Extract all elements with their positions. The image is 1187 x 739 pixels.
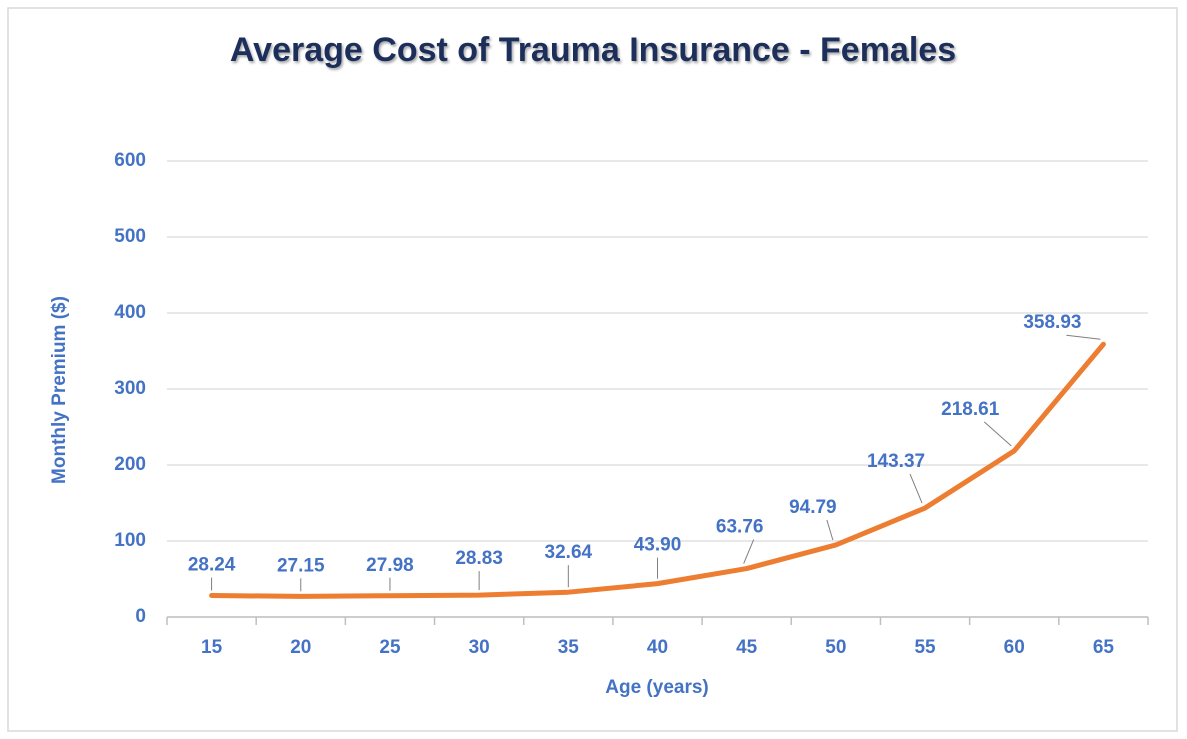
data-label: 28.24	[188, 555, 236, 576]
chart-title: Average Cost of Trauma Insurance - Femal…	[230, 31, 956, 69]
y-tick-label: 200	[114, 454, 146, 475]
leader-line	[909, 473, 923, 504]
x-axis-title: Age (years)	[605, 677, 709, 698]
y-tick-label: 300	[114, 378, 146, 399]
x-tick-label: 65	[1093, 637, 1115, 658]
x-tick-label: 50	[825, 637, 846, 658]
data-label: 28.83	[455, 548, 503, 569]
data-label: 218.61	[941, 399, 1000, 420]
line-series	[209, 341, 1106, 599]
y-tick-label: 600	[114, 150, 146, 171]
x-tick-label: 40	[647, 637, 668, 658]
y-tick-label: 100	[114, 530, 146, 551]
x-tick-label: 45	[736, 637, 758, 658]
leader-line	[743, 539, 755, 564]
leader-line	[1066, 334, 1101, 340]
x-tick-label: 30	[469, 637, 490, 658]
x-tick-label: 15	[201, 637, 223, 658]
data-label: 32.64	[545, 542, 593, 563]
y-tick-label: 400	[114, 302, 146, 323]
leader-line	[983, 421, 1012, 447]
data-label: 43.90	[634, 535, 682, 556]
x-tick-label: 25	[379, 637, 401, 658]
x-tick-label: 35	[558, 637, 580, 658]
x-tick-label: 60	[1004, 637, 1025, 658]
data-label: 143.37	[867, 451, 925, 472]
data-label: 27.98	[366, 555, 414, 576]
y-axis-title: Monthly Premium ($)	[49, 296, 70, 484]
y-tick-label: 500	[114, 226, 146, 247]
x-tick-label: 55	[914, 637, 936, 658]
data-label: 63.76	[716, 517, 764, 538]
x-tick-label: 20	[290, 637, 311, 658]
chart-frame	[7, 7, 1178, 732]
data-label: 358.93	[1023, 312, 1081, 333]
y-tick-label: 0	[135, 606, 146, 627]
data-label: 27.15	[277, 555, 325, 576]
data-label: 94.79	[789, 497, 837, 518]
leader-line	[826, 519, 834, 541]
